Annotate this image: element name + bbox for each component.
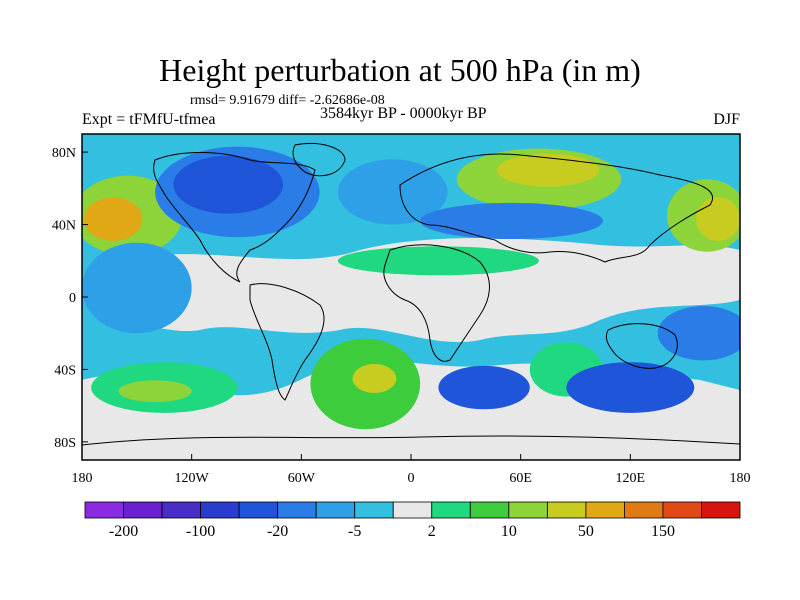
lon-tick-label: 120W: [175, 471, 210, 486]
colorbar-swatch: [123, 501, 163, 519]
neutral-zone-north: [100, 238, 740, 343]
field-region-south-atlantic-core: [352, 364, 397, 393]
field-regions: [82, 146, 740, 430]
colorbar-swatch: [469, 501, 510, 519]
colorbar-label: 50: [578, 523, 594, 540]
coast-north-america: [153, 152, 316, 283]
lon-tick-label: 180: [72, 471, 93, 486]
colorbar-labels: -200 -100 -20 -5 2 10 50 150: [109, 523, 675, 540]
colorbar-label: -100: [186, 523, 215, 540]
longitude-axis: 180 120W 60W 0 60E 120E 180: [72, 454, 751, 486]
contour-field: [82, 238, 740, 460]
field-region-subtropic-positive-band: [337, 246, 539, 276]
colorbar-swatch: [701, 501, 741, 519]
field-region-south-pacific-core: [118, 380, 192, 403]
field-region-west-pacific-negative: [657, 306, 740, 361]
coast-south-america: [249, 283, 325, 401]
lon-tick-label: 60E: [509, 471, 532, 486]
colorbar-swatch: [354, 501, 394, 519]
lon-tick-label: 60W: [288, 471, 316, 486]
rmsd-label: rmsd=: [190, 93, 226, 108]
colorbar-label: 10: [501, 523, 517, 540]
colorbar-label: -5: [348, 523, 361, 540]
season-label: DJF: [713, 111, 740, 128]
colorbar-label: 150: [651, 523, 675, 540]
lat-tick-label: 40S: [54, 363, 76, 378]
experiment-label: Expt = tFMfU-tfmea: [82, 111, 216, 128]
lon-tick-label: 180: [730, 471, 751, 486]
colorbar-swatch: [315, 501, 356, 519]
coast-eurasia: [399, 153, 713, 263]
polar-neutral-zone: [82, 424, 740, 460]
field-region-east-pacific-tropics-negative: [82, 242, 192, 334]
coast-antarctica: [82, 435, 740, 446]
rmsd-value: 9.91679: [229, 93, 275, 108]
field-region-siberia-core: [496, 153, 600, 187]
plot-title: Height perturbation at 500 hPa (in m): [159, 52, 641, 88]
diff-label: diff=: [278, 93, 307, 108]
coastlines: [82, 143, 740, 446]
field-region-north-asia-negative: [420, 202, 603, 240]
field-region-north-pacific-core: [83, 197, 143, 241]
colorbar-swatch: [546, 501, 587, 519]
lon-tick-label: 0: [408, 471, 415, 486]
diff-value: -2.62686e-08: [309, 93, 385, 108]
colorbar-swatch: [431, 501, 471, 519]
colorbar-swatch: [277, 501, 317, 519]
coast-africa: [383, 244, 490, 362]
lon-tick-label: 120E: [616, 471, 646, 486]
lat-tick-label: 80N: [52, 146, 76, 161]
field-region-north-atlantic-negative: [337, 159, 448, 225]
colorbar-swatch: [585, 501, 625, 519]
coast-greenland: [292, 143, 346, 177]
colorbar-swatch: [508, 501, 548, 519]
colorbar-label: -20: [267, 523, 288, 540]
colorbar-swatch: [161, 501, 201, 519]
statistics-line: rmsd= 9.91679 diff= -2.62686e-08: [190, 93, 385, 109]
colorbar-label: -200: [109, 523, 138, 540]
colorbar-swatch: [624, 501, 664, 519]
coast-australia: [605, 323, 678, 369]
lat-tick-label: 40N: [52, 219, 76, 234]
colorbar: [84, 501, 741, 519]
latitude-axis: 80N 40N 0 40S 80S: [52, 146, 88, 451]
colorbar-label: 2: [428, 523, 436, 540]
colorbar-swatch: [238, 501, 279, 519]
colorbar-swatch: [662, 501, 702, 519]
colorbar-swatch: [84, 501, 124, 519]
field-region-indian-ocean-negative: [438, 365, 530, 410]
colorbar-swatch: [392, 501, 433, 519]
lat-tick-label: 80S: [54, 436, 76, 451]
period-label: 3584kyr BP - 0000kyr BP: [320, 105, 487, 122]
field-region-australia-south-negative: [566, 362, 695, 413]
field-region-canada-core: [173, 155, 284, 214]
colorbar-swatch: [200, 501, 240, 519]
field-region-pacific-east-core: [696, 197, 740, 241]
lat-tick-label: 0: [69, 291, 76, 306]
